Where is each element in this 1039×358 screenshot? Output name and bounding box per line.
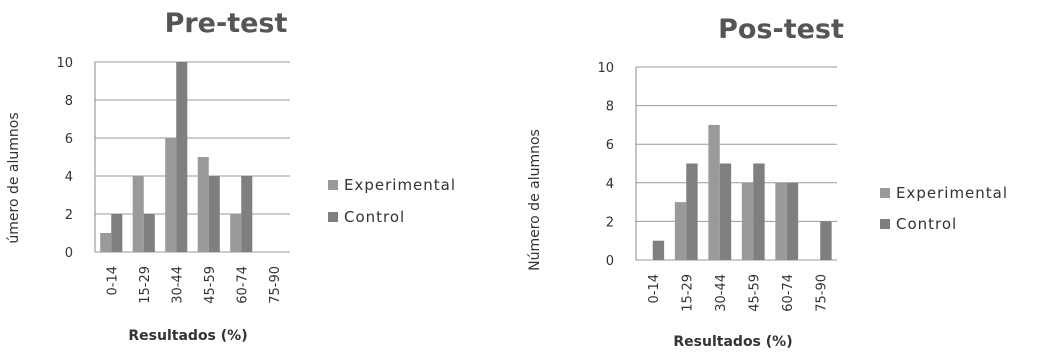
postest-xtick-label-0-14: 0-14	[647, 274, 662, 304]
pretest-bar-experimental-0-14	[100, 233, 112, 252]
pretest-ytick-label-4: 4	[65, 170, 73, 185]
postest-xtick-label-15-29: 15-29	[680, 274, 695, 312]
pretest-xtick-label-60-74: 60-74	[235, 266, 250, 304]
postest-xtick-label-30-44: 30-44	[714, 274, 729, 312]
postest-xtick-label-45-59: 45-59	[747, 274, 762, 312]
pretest-bar-experimental-60-74	[230, 214, 242, 252]
postest-bar-control-15-29	[686, 163, 698, 260]
pretest-xtick-label-75-90: 75-90	[268, 266, 283, 304]
pretest-bar-experimental-15-29	[132, 176, 144, 252]
pretest-bar-control-30-44	[176, 62, 188, 252]
postest-title: Pos-test	[718, 14, 844, 45]
pretest-bar-experimental-45-59	[197, 157, 209, 252]
pretest-xlabel: Resultados (%)	[128, 328, 247, 344]
pretest-ytick-label-2: 2	[65, 208, 73, 223]
postest-bar-experimental-60-74	[775, 182, 787, 260]
pretest-bar-control-0-14	[111, 214, 123, 252]
postest-bar-control-30-44	[719, 163, 732, 260]
pretest-xtick-label-0-14: 0-14	[105, 266, 120, 296]
postest-bar-control-0-14	[652, 240, 665, 260]
postest-bar-experimental-30-44	[708, 124, 720, 261]
pretest-legend-swatch-control	[328, 212, 338, 222]
pretest-xtick-label-30-44: 30-44	[170, 266, 185, 304]
pretest-ytick-label-0: 0	[65, 246, 73, 261]
pretest-bar-experimental-30-44	[165, 138, 177, 252]
postest-legend-label-experimental: Experimental	[896, 184, 1008, 202]
pretest-xtick-label-15-29: 15-29	[138, 266, 153, 304]
postest-ytick-label-6: 6	[606, 138, 614, 153]
postest-ytick-label-2: 2	[606, 215, 614, 230]
postest-ylabel: Número de alumnos	[527, 129, 543, 271]
postest-ytick-label-0: 0	[606, 254, 614, 269]
postest-bar-experimental-45-59	[741, 182, 754, 260]
pretest-legend-label-control: Control	[344, 208, 405, 226]
pretest-ytick-label-8: 8	[65, 94, 73, 109]
pretest-xtick-label-45-59: 45-59	[203, 266, 218, 304]
pretest-ylabel: úmero de alumnos	[6, 112, 22, 243]
postest-bar-control-45-59	[753, 163, 765, 260]
pretest-ytick-label-6: 6	[65, 132, 73, 147]
postest-xlabel: Resultados (%)	[673, 334, 792, 350]
postest-legend-swatch-control	[880, 219, 890, 229]
postest-ytick-label-4: 4	[606, 177, 614, 192]
postest-bar-experimental-15-29	[674, 202, 687, 260]
postest-legend-label-control: Control	[896, 215, 957, 233]
postest-ytick-label-10: 10	[597, 61, 614, 76]
pretest-legend-swatch-experimental	[328, 180, 338, 190]
postest-xtick-label-60-74: 60-74	[781, 274, 796, 312]
postest-bar-control-60-74	[786, 182, 799, 260]
postest-legend-swatch-experimental	[880, 188, 890, 198]
pretest-title: Pre-test	[165, 8, 288, 39]
pretest-bar-control-15-29	[143, 214, 155, 252]
pretest-legend-label-experimental: Experimental	[344, 176, 456, 194]
pretest-bar-control-45-59	[208, 176, 220, 252]
pretest-ytick-label-10: 10	[56, 56, 73, 71]
pretest-bar-control-60-74	[241, 176, 253, 252]
postest-ytick-label-8: 8	[606, 100, 614, 115]
postest-bar-control-75-90	[820, 221, 832, 260]
postest-xtick-label-75-90: 75-90	[814, 274, 829, 312]
